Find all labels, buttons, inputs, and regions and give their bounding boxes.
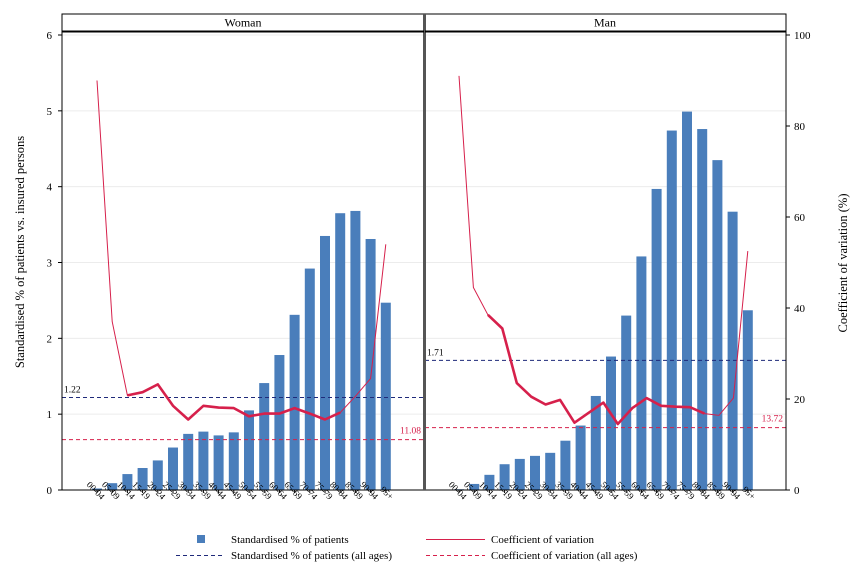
axes-layer: 00-0405-0910-1415-1920-2425-2930-3435-39… <box>47 30 812 502</box>
y-right-axis-title: Coefficient of variation (%) <box>836 194 850 333</box>
reference-labels: 1.22 11.08 1.71 13.72 <box>64 348 783 436</box>
bar-man-20-24 <box>514 458 525 490</box>
bar-man-10-14 <box>484 474 495 490</box>
y-left-tick-label: 4 <box>47 182 53 194</box>
legend-ref-patients-label: Standardised % of patients (all ages) <box>231 550 392 562</box>
bar-man-70-74 <box>666 130 677 491</box>
bar-woman-30-34 <box>183 433 194 490</box>
bar-woman-60-64 <box>274 355 285 490</box>
y-left-tick-label: 2 <box>47 333 53 345</box>
bar-woman-65-69 <box>289 314 300 490</box>
bar-man-85-89 <box>712 160 723 490</box>
bar-woman-55-59 <box>259 383 270 490</box>
bar-man-30-34 <box>545 452 556 490</box>
y-right-tick-label: 40 <box>794 303 806 315</box>
bars-layer <box>92 111 753 491</box>
y-right-tick-label: 100 <box>794 30 811 42</box>
bar-man-90-94 <box>727 211 738 491</box>
bar-woman-85-89 <box>350 210 361 490</box>
legend-bar-label: Standardised % of patients <box>231 534 349 546</box>
bar-woman-90-94 <box>365 238 376 490</box>
y-left-tick-label: 0 <box>47 485 53 497</box>
grid-layer <box>62 34 786 415</box>
bar-man-55-59 <box>621 315 632 490</box>
cv-line-emphasis-man <box>487 313 706 426</box>
bar-man-15-19 <box>499 464 510 490</box>
bar-woman-00-04 <box>92 488 102 490</box>
bar-woman-80-84 <box>335 213 346 491</box>
y-left-axis-title: Standardised % of patients vs. insured p… <box>13 136 27 368</box>
bar-woman-45-49 <box>228 432 239 490</box>
bar-woman-70-74 <box>304 268 315 490</box>
bar-man-80-84 <box>697 129 708 491</box>
panel-title-woman: Woman <box>224 16 261 30</box>
y-left-tick-label: 1 <box>47 409 53 421</box>
bar-man-60-64 <box>636 256 647 490</box>
legend: Standardised % of patients Coefficient o… <box>176 534 638 562</box>
cv-lines <box>96 75 749 426</box>
y-right-tick-label: 80 <box>794 121 806 133</box>
bar-man-95+ <box>742 310 753 490</box>
bar-woman-25-29 <box>168 447 178 490</box>
bar-man-50-54 <box>606 356 616 490</box>
y-left-tick-label: 6 <box>47 30 53 42</box>
bar-woman-95+ <box>380 302 391 490</box>
y-left-tick-label: 3 <box>47 258 53 270</box>
y-right-tick-label: 0 <box>794 485 800 497</box>
bar-woman-35-39 <box>198 431 209 490</box>
ref-cv-label-man: 13.72 <box>762 415 784 425</box>
ref-patients-label-man: 1.71 <box>427 348 444 358</box>
bar-man-45-49 <box>590 395 601 490</box>
bar-man-05-09 <box>469 483 480 490</box>
bar-man-40-44 <box>575 425 586 490</box>
bar-woman-40-44 <box>213 435 224 490</box>
bar-woman-20-24 <box>152 460 163 490</box>
legend-ref-cv-label: Coefficient of variation (all ages) <box>491 550 638 562</box>
legend-cv-label: Coefficient of variation <box>491 534 595 546</box>
ref-patients-label-woman: 1.22 <box>64 385 81 395</box>
y-left-tick-label: 5 <box>47 106 53 118</box>
reference-lines <box>62 359 786 441</box>
panel-title-man: Man <box>594 16 616 30</box>
bar-woman-50-54 <box>244 410 254 490</box>
bar-woman-10-14 <box>122 474 133 490</box>
y-right-tick-label: 20 <box>794 394 806 406</box>
legend-bar-swatch <box>197 535 205 543</box>
y-right-tick-label: 60 <box>794 212 806 224</box>
bar-woman-15-19 <box>137 468 148 490</box>
panel-frames: Woman Man <box>61 13 787 491</box>
bar-woman-05-09 <box>107 483 118 490</box>
bar-man-65-69 <box>651 188 662 491</box>
bar-woman-75-79 <box>320 235 330 490</box>
bar-man-35-39 <box>560 440 571 490</box>
cv-line-emphasis-woman <box>127 383 341 421</box>
bar-man-75-79 <box>682 111 692 490</box>
bar-man-25-29 <box>530 455 540 490</box>
ref-cv-label-woman: 11.08 <box>400 427 421 437</box>
